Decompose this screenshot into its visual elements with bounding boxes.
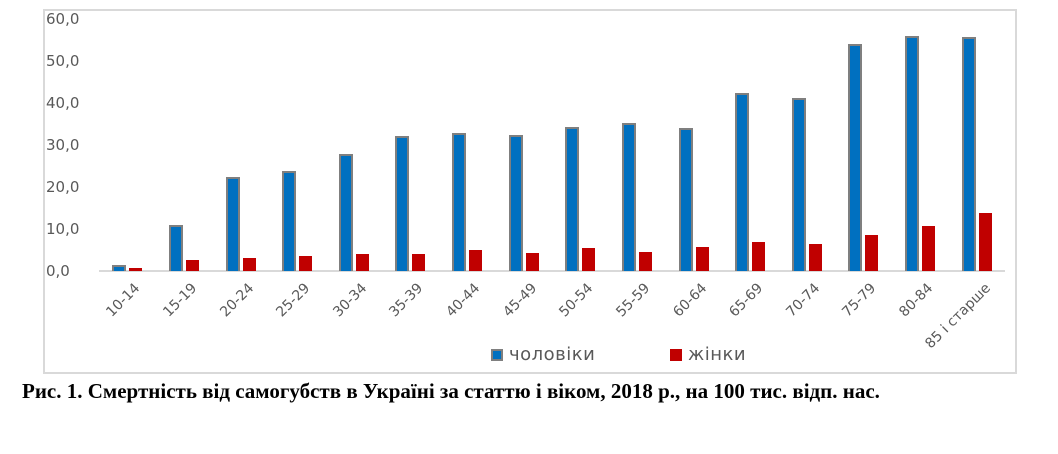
bar-women: [299, 255, 313, 271]
figure-caption: Рис. 1. Смертність від самогубств в Укра…: [22, 379, 880, 403]
legend-label-women: жінки: [688, 344, 747, 365]
bar-women: [582, 247, 596, 271]
y-tick-label: 50,0: [46, 52, 80, 70]
legend-label-men: чоловіки: [509, 344, 596, 365]
legend-swatch-men: [491, 348, 503, 361]
y-tick-label: 10,0: [46, 220, 80, 238]
bar-women: [242, 257, 256, 271]
bar-men: [282, 171, 297, 271]
legend-item-men: чоловіки: [491, 344, 595, 365]
y-tick-label: 40,0: [46, 94, 80, 112]
bar-women: [978, 213, 992, 271]
y-tick-label: 0,0: [46, 262, 70, 280]
bar-men: [225, 176, 240, 271]
legend-swatch-women: [670, 348, 682, 361]
bar-women: [752, 242, 766, 271]
chart-area: [43, 9, 1017, 374]
bar-women: [355, 253, 369, 271]
bar-men: [678, 128, 693, 271]
legend-item-women: жінки: [670, 344, 746, 365]
bar-women: [525, 252, 539, 271]
bar-men: [905, 35, 920, 271]
bar-women: [922, 226, 936, 271]
x-axis-line: [99, 270, 1005, 272]
bar-men: [508, 134, 523, 271]
bar-men: [395, 136, 410, 271]
y-tick-label: 20,0: [46, 178, 80, 196]
bar-women: [865, 235, 879, 271]
bar-men: [112, 264, 127, 271]
bar-women: [638, 252, 652, 271]
bar-men: [621, 123, 636, 271]
bar-men: [735, 93, 750, 271]
bar-men: [168, 224, 183, 271]
y-tick-label: 60,0: [46, 10, 80, 28]
bar-women: [695, 247, 709, 271]
bar-women: [412, 254, 426, 271]
y-tick-label: 30,0: [46, 136, 80, 154]
bar-men: [961, 36, 976, 271]
bar-women: [185, 259, 199, 271]
bar-men: [452, 133, 467, 271]
bar-women: [129, 267, 143, 271]
bar-women: [808, 244, 822, 271]
bar-men: [565, 127, 580, 271]
bar-men: [848, 43, 863, 271]
bar-women: [469, 250, 483, 271]
bar-men: [791, 98, 806, 271]
bar-men: [338, 153, 353, 271]
